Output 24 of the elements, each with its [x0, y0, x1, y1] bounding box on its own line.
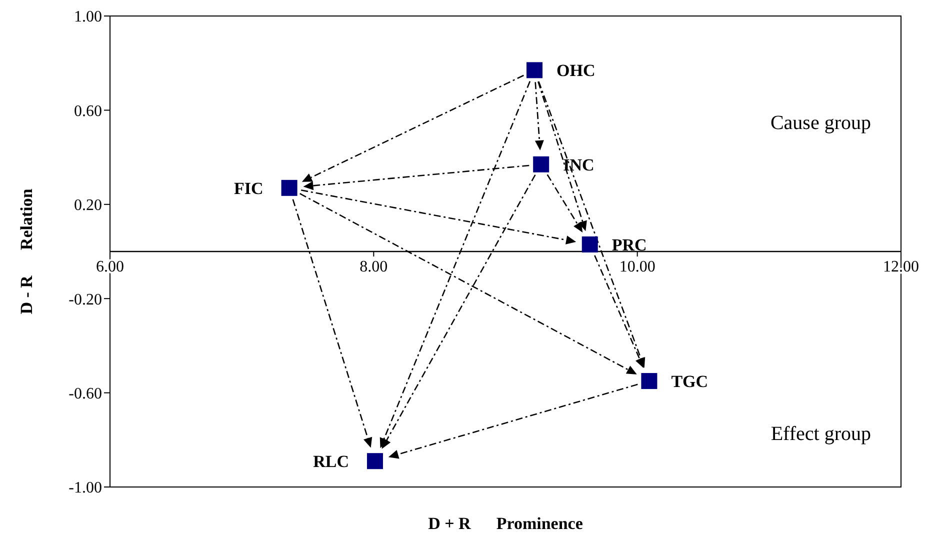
- annotation: INC: [563, 155, 594, 174]
- point: [582, 236, 598, 252]
- y-tick-label: -1.00: [68, 480, 102, 497]
- point: [281, 180, 298, 196]
- x-tick-label: 8.00: [360, 258, 388, 276]
- annotation: OHC: [556, 61, 596, 80]
- point: [526, 62, 543, 78]
- y-tick-label: -0.20: [68, 291, 102, 308]
- annotation: FIC: [234, 178, 264, 198]
- point: [533, 156, 550, 172]
- point: [641, 373, 658, 390]
- annotation: RLC: [313, 452, 349, 472]
- y-tick-label: -0.60: [68, 385, 102, 402]
- annotation: Effect group: [770, 422, 871, 445]
- x-tick-label: 10.00: [619, 258, 656, 276]
- y-tick-label: 1.00: [74, 8, 102, 26]
- y-tick-label: 0.20: [74, 197, 102, 214]
- point: [366, 453, 383, 470]
- y-axis-title: D - R Relation: [17, 188, 36, 314]
- annotation: PRC: [612, 235, 647, 254]
- y-tick-label: 0.60: [74, 102, 102, 120]
- annotation: Cause group: [770, 112, 871, 134]
- x-axis-title: D + R Prominence: [428, 514, 584, 533]
- annotation: TGC: [671, 372, 708, 392]
